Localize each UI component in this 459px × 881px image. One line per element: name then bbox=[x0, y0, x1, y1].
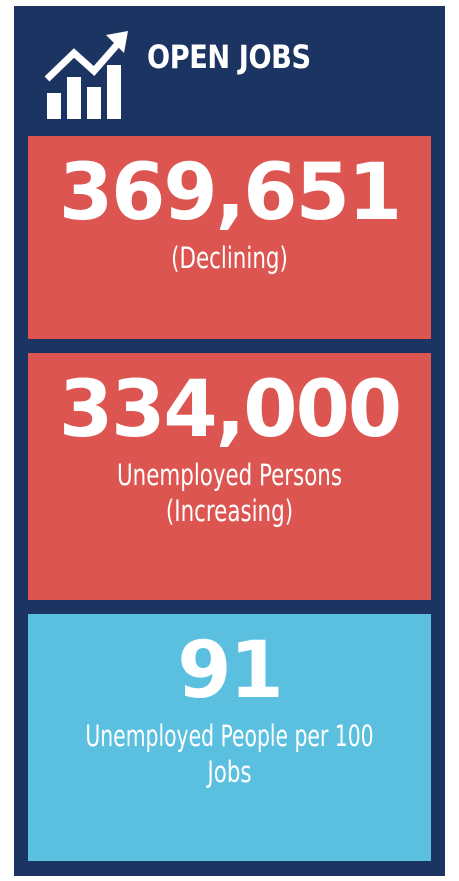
card-caption: (Declining) bbox=[171, 241, 288, 275]
header: OPEN JOBS bbox=[14, 6, 445, 134]
card: 334,000 Unemployed Persons (Increasing) bbox=[28, 353, 431, 600]
card-caption: Jobs bbox=[207, 755, 252, 789]
card: 91 Unemployed People per 100 Jobs bbox=[28, 614, 431, 861]
card-value: 91 bbox=[177, 626, 284, 716]
card-value: 369,651 bbox=[58, 148, 402, 238]
card-caption: Unemployed Persons bbox=[116, 458, 343, 492]
card-value: 334,000 bbox=[58, 365, 402, 455]
chart-icon bbox=[44, 31, 128, 119]
card: 369,651 (Declining) bbox=[28, 136, 431, 339]
title: OPEN JOBS bbox=[147, 38, 311, 76]
card-caption: Unemployed People per 100 bbox=[85, 719, 374, 753]
card-caption: (Increasing) bbox=[165, 494, 294, 528]
panel: OPEN JOBS 369,651 (Declining) 334,000 Un… bbox=[14, 6, 445, 876]
